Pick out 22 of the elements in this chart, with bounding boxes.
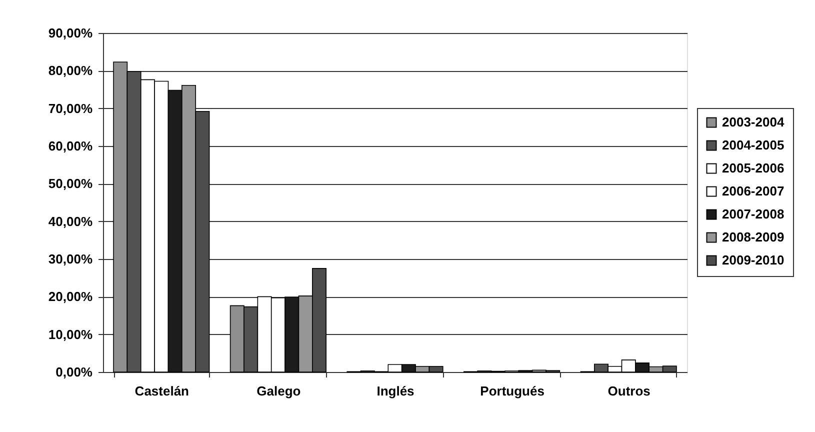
y-tick-label: 70,00%: [48, 100, 93, 116]
y-tick-label: 0,00%: [56, 364, 93, 380]
legend-label: 2007-2008: [722, 206, 784, 222]
legend-label: 2005-2006: [722, 160, 784, 176]
y-tick-label: 10,00%: [48, 326, 93, 342]
legend-label: 2008-2009: [722, 230, 784, 244]
y-tick-label: 90,00%: [48, 26, 93, 40]
legend-label: 2009-2010: [722, 252, 784, 268]
x-tick-label: Portugués: [480, 384, 544, 398]
x-tick-label: Castelán: [134, 384, 190, 398]
x-tick-label: Inglés: [376, 384, 414, 398]
x-tick-label: Galego: [256, 384, 301, 398]
x-tick-label: Outros: [608, 384, 650, 398]
y-tick-label: 20,00%: [48, 289, 93, 304]
y-tick-label: 50,00%: [48, 176, 93, 192]
legend-label: 2006-2007: [722, 184, 784, 198]
y-tick-label: 60,00%: [48, 138, 93, 154]
legend-label: 2003-2004: [722, 114, 785, 130]
legend-label: 2004-2005: [722, 138, 784, 152]
y-tick-label: 40,00%: [48, 214, 93, 229]
y-tick-label: 30,00%: [48, 252, 93, 266]
y-tick-label: 80,00%: [48, 63, 93, 78]
